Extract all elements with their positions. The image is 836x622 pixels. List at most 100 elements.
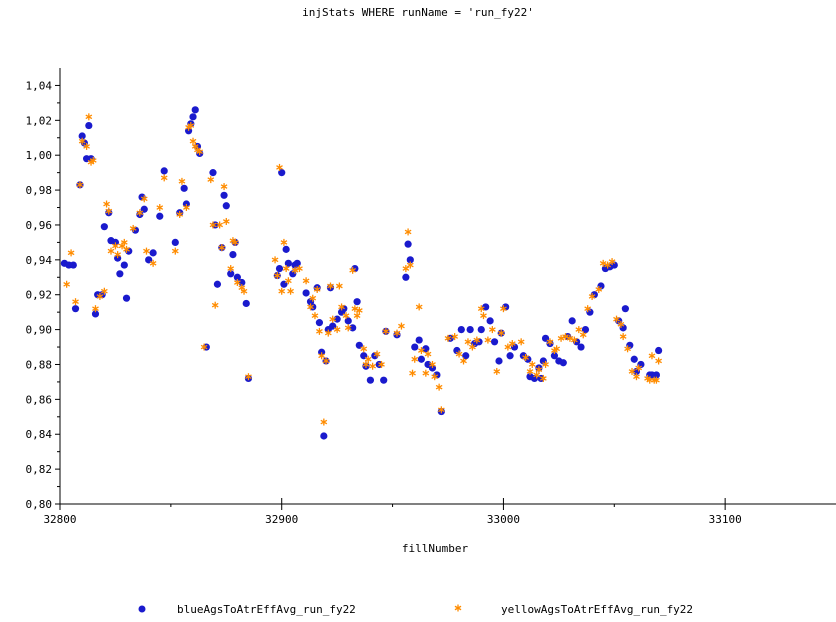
data-point-yellow <box>335 282 343 290</box>
data-point-yellow <box>189 137 197 145</box>
data-point-yellow <box>533 371 541 379</box>
data-point-yellow <box>211 301 219 309</box>
data-point-yellow <box>653 376 660 384</box>
data-point-blue <box>171 238 179 246</box>
x-tick-label: 32800 <box>43 513 76 526</box>
data-point-blue <box>282 245 290 253</box>
data-point-yellow <box>546 338 554 346</box>
data-point-blue <box>85 121 93 130</box>
data-point-yellow <box>369 362 376 370</box>
data-point-blue <box>191 106 199 114</box>
data-point-yellow <box>107 247 115 255</box>
data-point-yellow <box>327 282 334 290</box>
data-point-yellow <box>404 228 412 236</box>
data-point-yellow <box>444 334 452 342</box>
axes: 0,80 0,82 0,84 0,86 0,88 0,90 0,92 0,94 0,96 0,98… <box>26 68 836 526</box>
data-point-yellow <box>360 345 368 353</box>
data-point-blue <box>91 310 100 318</box>
data-point-yellow <box>464 338 472 346</box>
data-point-yellow <box>575 326 583 334</box>
data-point-blue <box>189 113 197 121</box>
data-point-yellow <box>176 210 184 218</box>
data-point-yellow <box>338 303 345 311</box>
data-point-yellow <box>316 327 323 335</box>
data-point-yellow <box>504 343 512 351</box>
data-point-yellow <box>539 374 547 382</box>
y-tick-label: 1,00 <box>26 149 53 162</box>
data-point-yellow <box>437 406 445 414</box>
data-point-yellow <box>362 360 370 368</box>
data-point-yellow <box>149 259 157 267</box>
data-point-yellow <box>322 357 330 365</box>
data-point-blue <box>78 132 86 140</box>
data-point-yellow <box>200 343 208 351</box>
data-point-yellow <box>613 315 620 323</box>
data-point-blue <box>209 169 217 177</box>
y-tick-label: 0,92 <box>26 289 53 302</box>
data-point-yellow <box>517 338 525 346</box>
data-point-blue <box>404 240 412 248</box>
data-point-blue <box>577 343 585 351</box>
data-point-yellow <box>469 343 476 351</box>
data-point-yellow <box>566 334 574 342</box>
y-tick-label: 0,94 <box>26 254 53 267</box>
data-point-yellow <box>604 261 612 269</box>
data-point-yellow <box>373 350 381 358</box>
data-point-yellow <box>355 306 363 314</box>
data-point-blue <box>457 326 465 334</box>
data-point-yellow <box>156 204 164 212</box>
data-point-blue <box>315 319 324 327</box>
data-point-blue <box>630 355 638 363</box>
data-point-yellow <box>364 355 372 363</box>
y-tick-label: 1,04 <box>26 79 53 92</box>
data-point-blue <box>227 270 235 278</box>
legend-item-yellow: yellowAgsToAtrEffAvg_run_fy22 <box>454 603 693 616</box>
y-tick-label: 0,98 <box>26 184 53 197</box>
data-point-yellow <box>100 287 108 295</box>
data-point-yellow <box>595 285 603 293</box>
data-point-blue <box>180 184 188 192</box>
data-point-yellow <box>282 265 290 273</box>
data-point-blue <box>568 317 576 325</box>
data-point-yellow <box>353 312 361 320</box>
data-point-yellow <box>218 244 226 252</box>
data-point-yellow <box>240 287 248 295</box>
data-point-yellow <box>484 336 492 344</box>
data-point-yellow <box>136 209 144 217</box>
data-point-yellow <box>114 251 122 259</box>
data-point-yellow <box>617 320 625 328</box>
data-point-yellow <box>535 366 543 374</box>
data-point-blue <box>233 273 241 281</box>
data-point-blue <box>415 336 423 344</box>
data-point-yellow <box>526 367 534 375</box>
data-point-yellow <box>411 355 419 363</box>
data-point-blue <box>213 280 222 288</box>
data-point-yellow <box>85 113 93 121</box>
data-point-yellow <box>382 327 390 335</box>
data-point-yellow <box>480 312 487 320</box>
data-point-blue <box>550 352 559 360</box>
data-point-yellow <box>89 156 97 164</box>
data-point-yellow <box>245 373 252 381</box>
data-points <box>60 106 663 440</box>
data-point-blue <box>495 357 503 365</box>
data-point-yellow <box>296 265 303 273</box>
data-point-yellow <box>406 261 414 269</box>
data-point-yellow <box>409 369 416 377</box>
data-point-yellow <box>571 336 578 344</box>
data-point-yellow <box>183 204 190 212</box>
data-point-yellow <box>584 305 592 313</box>
data-point-yellow <box>528 360 536 368</box>
data-point-yellow <box>276 163 283 171</box>
data-point-yellow <box>207 176 215 184</box>
y-tick-label: 0,96 <box>26 219 53 232</box>
data-point-blue <box>417 355 425 363</box>
data-point-yellow <box>619 333 627 341</box>
data-point-blue <box>100 223 108 231</box>
data-point-yellow <box>557 334 565 342</box>
data-point-yellow <box>313 285 321 293</box>
data-point-blue <box>320 432 328 440</box>
data-point-yellow <box>542 360 549 368</box>
data-point-yellow <box>320 418 328 426</box>
